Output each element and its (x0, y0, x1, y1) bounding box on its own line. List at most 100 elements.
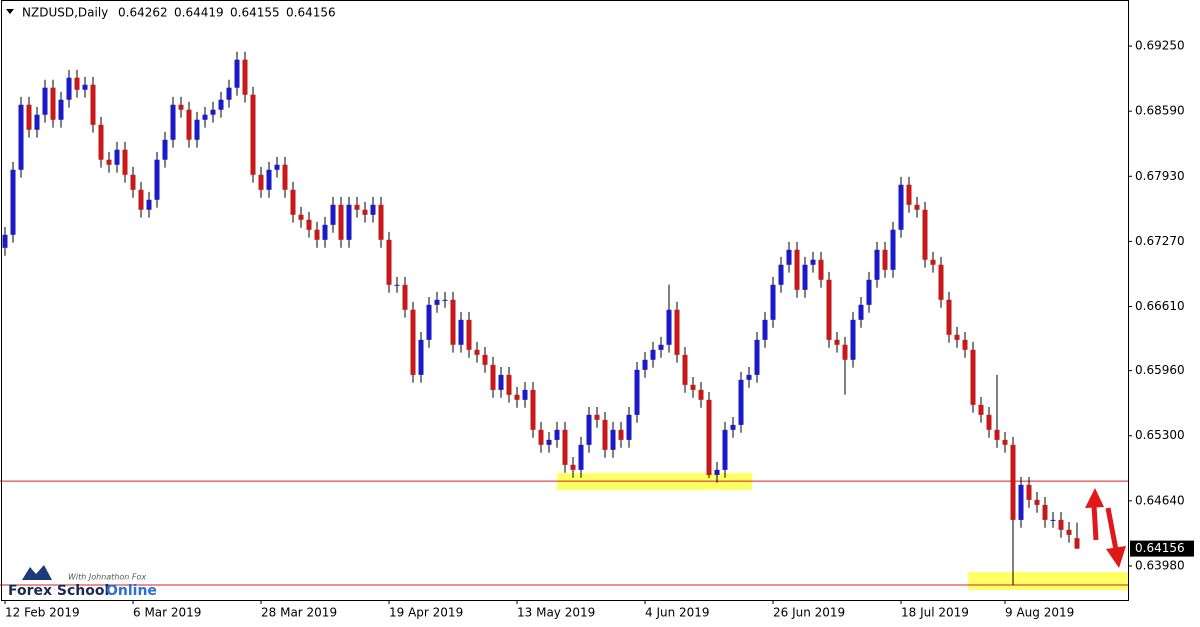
candle-body (578, 444, 584, 470)
candle-body (530, 389, 536, 430)
candle-body (930, 259, 936, 265)
candle-body (18, 104, 24, 170)
candle-body (674, 309, 680, 355)
candle-body (970, 349, 976, 405)
candle-body (962, 339, 968, 350)
candle-body (762, 319, 768, 340)
candle-body (226, 87, 232, 100)
candle-body (610, 429, 616, 450)
candle-body (522, 389, 528, 400)
candle-body (234, 59, 240, 88)
watermark-brand: Forex School (8, 583, 109, 599)
x-tick-label: 28 Mar 2019 (261, 606, 337, 620)
candle-body (570, 464, 576, 470)
candle-body (698, 389, 704, 400)
ohlc-low: 0.64155 (230, 6, 280, 20)
candle-body (594, 414, 600, 420)
candle-body (786, 249, 792, 265)
candle-body (50, 87, 56, 120)
candle-body (458, 319, 464, 345)
plot-frame (1, 0, 1129, 601)
candle-body (354, 204, 360, 210)
candle-body (90, 84, 96, 125)
candle-body (738, 379, 744, 425)
candle-body (330, 204, 336, 225)
candle-body (162, 139, 168, 160)
candle-body (74, 77, 80, 90)
candle-body (298, 214, 304, 220)
candle-body (314, 229, 320, 240)
candle-body (82, 84, 88, 90)
candle-body (898, 184, 904, 230)
candle-body (58, 99, 64, 120)
candle-body (306, 219, 312, 230)
candle-body (706, 399, 712, 475)
candle-body (410, 309, 416, 375)
arrow-down (1105, 507, 1119, 551)
candle-body (1074, 538, 1080, 549)
candle-body (154, 159, 160, 200)
candle-body (914, 204, 920, 210)
candle-body (754, 339, 760, 375)
ohlc-close: 0.64156 (286, 6, 336, 20)
candle-body (746, 374, 752, 380)
candle-body (866, 279, 872, 305)
candle-body (1010, 444, 1016, 520)
candle-body (514, 394, 520, 400)
candle-body (322, 224, 328, 240)
candle-body (346, 204, 352, 240)
candle-body (562, 429, 568, 465)
y-tick-label: 0.67930 (1135, 169, 1185, 183)
candle-body (146, 199, 152, 210)
candle-body (978, 404, 984, 415)
candle-body (242, 59, 248, 95)
candle-body (290, 189, 296, 215)
x-tick-label: 12 Feb 2019 (5, 606, 80, 620)
candle-body (1066, 529, 1072, 535)
candle-body (554, 429, 560, 440)
candle-body (1034, 499, 1040, 505)
candle-body (138, 189, 144, 210)
y-tick-label: 0.68590 (1135, 104, 1185, 118)
x-tick-label: 13 May 2019 (517, 606, 595, 620)
candle-body (906, 184, 912, 205)
candle-body (338, 204, 344, 240)
y-tick-label: 0.67270 (1135, 234, 1185, 248)
candle-body (1050, 519, 1056, 521)
candle-body (42, 87, 48, 115)
candle-body (634, 369, 640, 415)
candle-body (618, 429, 624, 440)
candle-body (498, 374, 504, 390)
arrow-up (1091, 504, 1099, 541)
candle-body (722, 429, 728, 470)
candle-body (642, 359, 648, 370)
y-tick-label: 0.66610 (1135, 299, 1185, 313)
candle-body (546, 439, 552, 445)
watermark-brand-accent: Online (106, 583, 157, 599)
candle-body (218, 99, 224, 110)
x-tick-label: 26 Jun 2019 (773, 606, 845, 620)
candle-body (362, 209, 368, 215)
candle-body (442, 299, 448, 301)
candle-body (730, 424, 736, 430)
candle-body (1018, 484, 1024, 520)
candle-body (794, 249, 800, 290)
candle-body (66, 77, 72, 100)
last-price-box (1130, 540, 1194, 557)
candle-body (186, 109, 192, 140)
candle-body (842, 344, 848, 360)
candle-body (994, 429, 1000, 440)
candle-body (938, 264, 944, 300)
last-price-label: 0.64156 (1135, 541, 1185, 555)
candle-body (1026, 484, 1032, 500)
candle-body (506, 374, 512, 395)
candle-body (626, 414, 632, 440)
candle-body (474, 349, 480, 355)
candle-body (386, 239, 392, 285)
candle-body (418, 339, 424, 375)
candle-body (874, 249, 880, 280)
candle-body (2, 234, 8, 248)
candle-body (250, 94, 256, 175)
